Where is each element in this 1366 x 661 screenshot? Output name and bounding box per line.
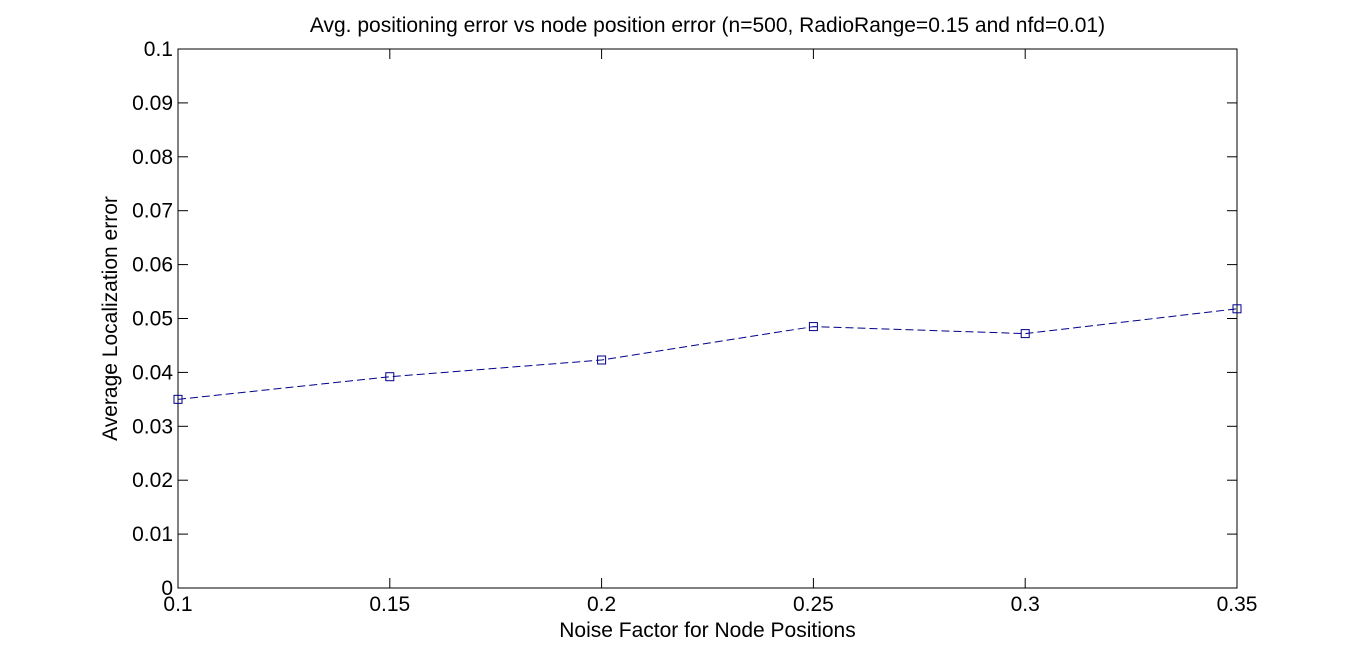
series-layer [173,304,1242,404]
x-tick-label: 0.1 [163,593,192,616]
data-point-marker [1020,329,1030,339]
y-tick-label: 0.07 [132,200,173,223]
y-tick-label: 0.06 [132,254,173,277]
data-point-marker [597,355,607,365]
data-point-marker [173,394,183,404]
x-tick-label: 0.15 [369,593,410,616]
x-tick-label: 0.3 [1011,593,1040,616]
y-tick-label: 0.05 [132,308,173,331]
plot-frame [177,48,1238,589]
y-axis-ticks: 0 0.01 0.02 0.03 0.04 0.05 0.06 0.07 0.08 0.09 0.1 [132,38,1237,600]
data-point-marker [385,372,395,382]
y-tick-label: 0.03 [132,415,173,438]
y-tick-label: 0.04 [132,361,173,384]
x-axis-ticks: 0.1 0.15 0.2 0.25 0.3 0.35 [163,49,1257,616]
data-point-marker [1232,304,1242,314]
x-axis-title: Noise Factor for Node Positions [559,619,855,642]
y-tick-label: 0.02 [132,469,173,492]
y-axis-title: Average Localization error [99,196,122,441]
chart-title: Avg. positioning error vs node position … [310,14,1105,37]
y-tick-label: 0.1 [144,38,173,61]
axes [177,48,1238,589]
x-tick-label: 0.2 [587,593,616,616]
x-tick-label: 0.35 [1217,593,1258,616]
data-point-marker [808,322,818,332]
y-tick-label: 0 [161,577,173,600]
y-tick-label: 0.01 [132,523,173,546]
y-tick-label: 0.09 [132,92,173,115]
y-tick-label: 0.08 [132,146,173,169]
series-line [177,308,1238,400]
x-tick-label: 0.25 [793,593,834,616]
